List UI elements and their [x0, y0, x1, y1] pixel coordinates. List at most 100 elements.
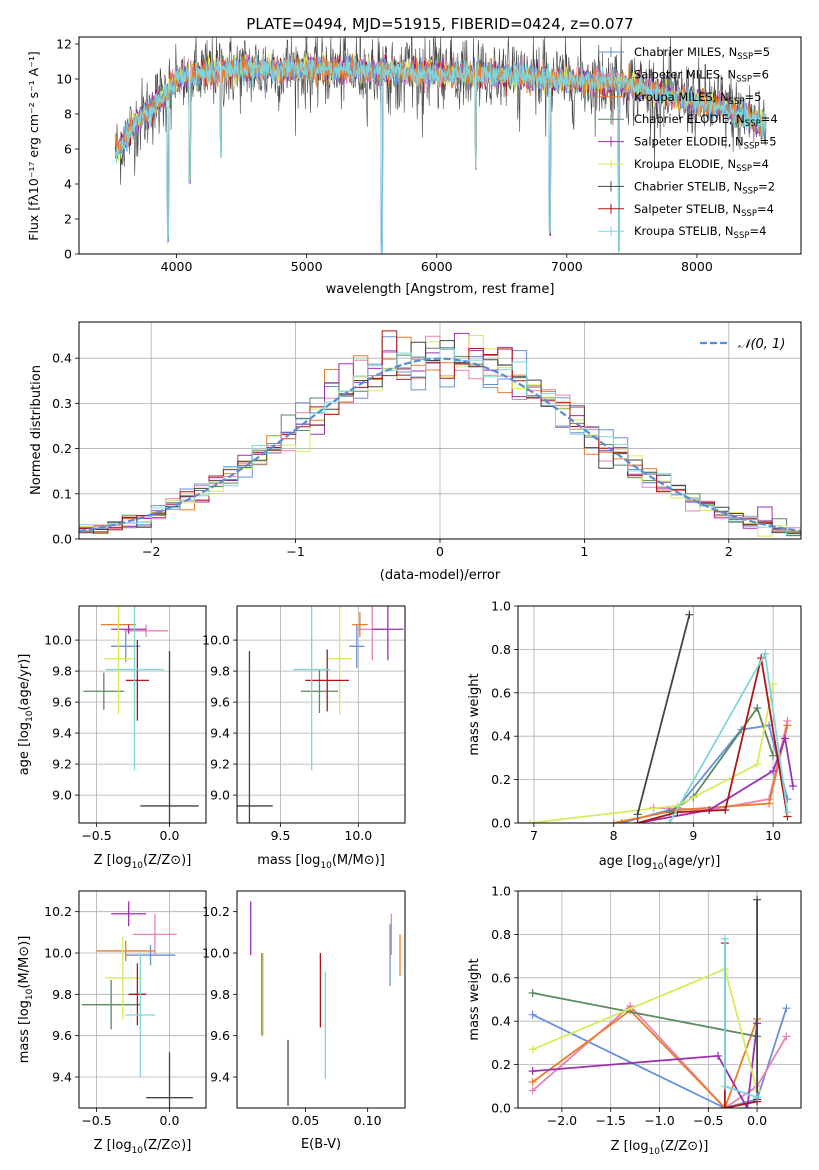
histogram-series-7	[79, 330, 801, 534]
legend-label-sub: SSP	[744, 142, 760, 152]
weight-point	[617, 819, 626, 823]
legend-label-main: Kroupa ELODIE, N	[634, 157, 736, 171]
y-tick-label: 9.4	[52, 726, 72, 741]
y-tick-label: 9.0	[210, 788, 230, 803]
age-vs-mass-panel-plot-area	[237, 606, 404, 823]
weight-point	[783, 808, 792, 817]
normal-curve	[79, 357, 801, 533]
mass-vs-extinction-panel-frame	[236, 890, 406, 1109]
x-axis-label: Z [log10(Z/Z⊙)]	[611, 1139, 709, 1157]
legend-label-sub: SSP	[734, 231, 750, 241]
legend-label: Salpeter STELIB, NSSP=4	[634, 202, 774, 219]
weight-point	[782, 1032, 791, 1041]
weight-series-7	[724, 943, 758, 1108]
y-tick-label: 0.4	[491, 729, 511, 744]
x-tick-label: −1.0	[644, 1113, 674, 1128]
x-tick-label: 0.0	[160, 1113, 180, 1128]
legend-label-main: Chabrier MILES, N	[634, 45, 737, 59]
x-tick-label: 10.0	[344, 828, 372, 843]
y-tick-label: 0.0	[491, 816, 511, 831]
weight-point	[665, 819, 674, 823]
y-tick-label: 9.8	[210, 987, 230, 1002]
y-tick-label: 9.4	[210, 1070, 230, 1085]
y-tick-label: 0.0	[52, 532, 72, 547]
legend-label: Chabrier STELIB, NSSP=2	[634, 179, 775, 196]
y-tick-label: 0.2	[52, 441, 72, 456]
x-tick-label: 0.0	[160, 828, 180, 843]
x-tick-label: −1.5	[596, 1113, 626, 1128]
weight-vs-metallicity-panel-frame	[517, 890, 802, 1109]
legend-label-sub: SSP	[736, 164, 752, 174]
legend-label: 𝒩(0, 1)	[738, 337, 785, 352]
y-tick-label: 10	[56, 72, 72, 87]
y-tick-label: 10.0	[44, 946, 72, 961]
x-tick-label: 9	[689, 828, 697, 843]
y-tick-label: 0.6	[491, 970, 511, 985]
y-axis-label-sub: 10	[25, 988, 35, 1000]
x-tick-label: −2	[142, 544, 160, 559]
x-axis-label-sub: 10	[132, 861, 144, 871]
legend-label-main: Kroupa STELIB, N	[634, 224, 734, 238]
x-tick-label: −2.0	[547, 1113, 577, 1128]
x-tick-label: −0.5	[81, 828, 111, 843]
histogram-panel-plot-area	[79, 330, 801, 537]
x-tick-label: 7000	[551, 259, 583, 274]
weight-point	[783, 721, 792, 730]
y-tick-label: 9.0	[52, 788, 72, 803]
x-axis-label-main: Z [log	[94, 853, 132, 868]
weight-vs-metallicity-panel-plot-area	[528, 895, 791, 1108]
histogram-panel: −2 −1 0 1 2 0.0 0.1 0.2 0.3 0.4 (data-model)/error…	[29, 321, 802, 583]
weight-point	[753, 895, 762, 904]
legend-label-main: Salpeter STELIB, N	[634, 202, 741, 216]
weight-vs-age-panel-plot-area	[525, 610, 798, 823]
x-tick-label: 0.0	[747, 1113, 767, 1128]
x-axis-label: E(B-V)	[301, 1137, 341, 1152]
y-axis-label-tail: (M/M⊙)]	[17, 936, 32, 989]
mass-vs-metallicity-panel-frame	[78, 890, 207, 1109]
x-axis-label-tail: (M/M⊙)]	[332, 853, 385, 868]
x-tick-label: 6000	[421, 259, 453, 274]
weight-series-7	[637, 657, 789, 823]
weight-series-6	[636, 614, 691, 815]
x-tick-label: −0.5	[81, 1113, 111, 1128]
x-axis-label-tail: (Z/Z⊙)]	[143, 1138, 191, 1153]
weight-point	[685, 610, 694, 619]
y-tick-label: 0.2	[491, 772, 511, 787]
y-tick-label: 0	[64, 247, 72, 262]
y-axis-label-sub: 10	[25, 710, 35, 722]
y-tick-label: 0.4	[52, 351, 72, 366]
legend-label-main: Salpeter MILES, N	[634, 67, 736, 81]
x-axis-label-sub: 10	[132, 1146, 144, 1156]
y-tick-label: 9.6	[210, 695, 230, 710]
x-axis-label-tail: (age/yr)]	[663, 854, 720, 869]
weight-point	[528, 988, 537, 997]
mass-vs-extinction-panel-plot-area	[250, 901, 401, 1106]
weight-point	[769, 751, 778, 760]
weight-point	[753, 1093, 762, 1102]
spectrum-series-8	[115, 53, 767, 254]
legend-label: Salpeter MILES, NSSP=6	[634, 67, 769, 84]
x-axis-label-sub: 10	[652, 862, 664, 872]
weight-vs-metallicity-panel: −2.0 −1.5 −1.0 −0.5 0.0 0.0 0.2 0.4 0.6 0.8 1.0 Z […	[467, 884, 802, 1157]
x-axis-label: mass [log10(M/M⊙)]	[257, 853, 385, 871]
y-tick-label: 0.4	[491, 1014, 511, 1029]
weight-vs-age-panel-frame	[517, 605, 802, 824]
y-tick-label: 9.8	[52, 987, 72, 1002]
x-axis-label: age [log10(age/yr)]	[599, 854, 721, 872]
chart-title: PLATE=0494, MJD=51915, FIBERID=0424, z=0…	[246, 15, 633, 33]
y-tick-label: 9.6	[210, 1028, 230, 1043]
y-tick-label: 10.0	[44, 633, 72, 648]
legend-label: Kroupa STELIB, NSSP=4	[634, 224, 766, 241]
legend-label-sub: SSP	[729, 97, 745, 107]
x-axis-label-main: mass [log	[257, 853, 320, 868]
x-tick-label: 2	[725, 544, 733, 559]
legend-label-sub: SSP	[736, 74, 752, 84]
spectrum-panel-plot-area	[114, 37, 767, 254]
x-axis-label-tail: (Z/Z⊙)]	[660, 1139, 708, 1154]
legend-label-sub: SSP	[737, 52, 753, 62]
age-vs-metallicity-panel: −0.5 0.09.09.29.49.69.810.0Z [log10(Z/Z⊙)…	[17, 605, 207, 871]
y-tick-label: 9.8	[210, 664, 230, 679]
